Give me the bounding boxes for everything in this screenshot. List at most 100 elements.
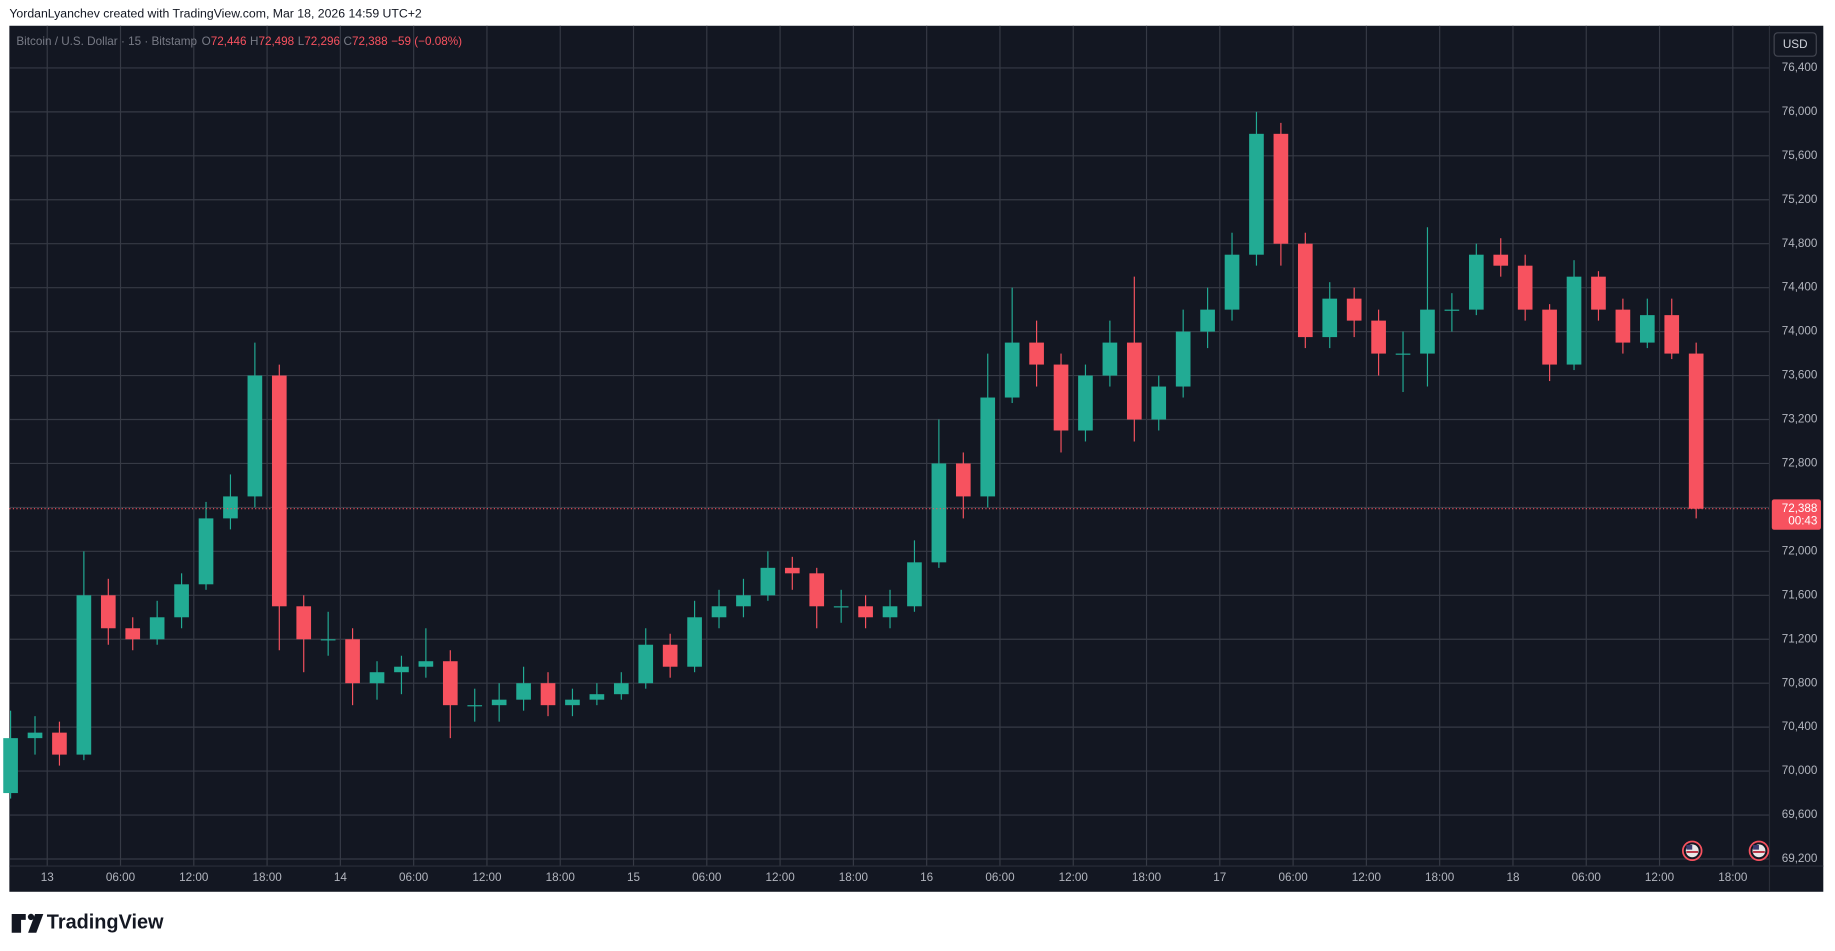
- candle-body: [1029, 342, 1044, 365]
- candle-body: [247, 375, 263, 497]
- candle-body: [1444, 309, 1460, 311]
- candle-body: [687, 617, 702, 667]
- ohlc-value: 72,296: [304, 35, 340, 48]
- candle-body: [1395, 353, 1411, 355]
- candle-body: [809, 573, 825, 607]
- candle-body: [833, 606, 849, 608]
- x-tick-label: 18:00: [1132, 871, 1162, 884]
- y-tick-label: 74,400: [1782, 281, 1818, 294]
- x-tick-label: 06:00: [1278, 871, 1308, 884]
- ohlc-label: O: [202, 35, 211, 48]
- candle-body: [1468, 254, 1484, 310]
- x-tick-label: 18:00: [1718, 871, 1748, 884]
- candle-body: [491, 699, 507, 706]
- candle-body: [1346, 298, 1362, 321]
- candle-body: [1102, 342, 1118, 376]
- currency-button[interactable]: [1773, 32, 1817, 57]
- y-tick-label: 74,800: [1782, 237, 1818, 250]
- event-flag[interactable]: [1681, 840, 1703, 862]
- candle-body: [784, 567, 800, 574]
- x-tick-label: 13: [41, 871, 54, 884]
- candle-body: [882, 606, 898, 618]
- attribution: YordanLyanchev created with TradingView.…: [9, 6, 422, 20]
- y-tick-label: 75,200: [1782, 193, 1818, 206]
- ohlc-value: 72,446: [211, 35, 247, 48]
- legend: Bitcoin / U.S. Dollar · 15 · Bitstamp O72…: [16, 35, 462, 48]
- brand-logo: [11, 913, 44, 933]
- currency-label[interactable]: USD: [1783, 38, 1808, 51]
- y-tick-label: 72,800: [1782, 457, 1818, 470]
- candle-body: [1420, 309, 1435, 354]
- y-tick-label: 69,600: [1782, 808, 1818, 821]
- candle-body: [467, 705, 483, 707]
- x-tick-label: 06:00: [106, 871, 136, 884]
- countdown: 00:43: [1788, 515, 1817, 528]
- candle-body: [1566, 276, 1582, 365]
- candle-body: [1493, 254, 1509, 266]
- candle-body: [296, 606, 312, 640]
- x-tick-label: 16: [920, 871, 933, 884]
- x-tick-label: 14: [334, 871, 348, 884]
- x-tick-label: 12:00: [1645, 871, 1675, 884]
- candle-body: [589, 694, 605, 700]
- candle-body: [1151, 386, 1167, 420]
- candle-body: [1126, 342, 1142, 420]
- event-flag[interactable]: [1748, 840, 1770, 862]
- x-tick-label: 12:00: [179, 871, 209, 884]
- x-tick-label: 12:00: [1352, 871, 1382, 884]
- candle-body: [1200, 309, 1215, 332]
- candle-body: [980, 397, 996, 497]
- candle-body: [858, 606, 873, 618]
- candle-body: [1004, 342, 1020, 398]
- candle-body: [174, 584, 189, 618]
- y-tick-label: 70,400: [1782, 720, 1818, 733]
- price-label-box: [1771, 499, 1821, 530]
- y-tick-label: 76,000: [1782, 105, 1818, 118]
- ohlc-value: 72,388: [352, 35, 388, 48]
- axes: 69,200 69,600 70,000 70,400 70,800 71,200 71,6…: [41, 61, 1821, 884]
- candle-body: [1249, 133, 1264, 255]
- candle-body: [369, 672, 385, 684]
- candle-body: [1664, 315, 1680, 354]
- candle-body: [1175, 331, 1191, 387]
- candle-body: [345, 639, 360, 684]
- candle-body: [1224, 254, 1240, 310]
- candle-body: [149, 617, 165, 640]
- x-tick-label: 18:00: [546, 871, 576, 884]
- y-tick-label: 70,000: [1782, 764, 1818, 777]
- grid: [9, 25, 1770, 867]
- y-tick-label: 75,600: [1782, 149, 1818, 162]
- candle-body: [1517, 265, 1533, 310]
- candle-body: [418, 661, 434, 667]
- x-tick-label: 12:00: [472, 871, 502, 884]
- candle-body: [613, 683, 629, 695]
- candle-body: [1639, 315, 1655, 343]
- candle-body: [198, 518, 214, 585]
- x-tick-label: 12:00: [1059, 871, 1089, 884]
- candle-body: [516, 683, 531, 700]
- y-tick-label: 72,000: [1782, 544, 1818, 557]
- candle-body: [125, 628, 141, 640]
- ohlc-value: 72,498: [258, 35, 294, 48]
- legend-title: Bitcoin / U.S. Dollar · 15 · Bitstamp: [16, 35, 197, 48]
- candle-body: [1053, 364, 1069, 431]
- candle-body: [1591, 276, 1606, 310]
- x-tick-label: 18:00: [1425, 871, 1455, 884]
- x-tick-label: 06:00: [692, 871, 722, 884]
- x-tick-label: 18:00: [252, 871, 282, 884]
- x-tick-label: 06:00: [399, 871, 429, 884]
- y-tick-label: 73,200: [1782, 413, 1818, 426]
- candle-body: [955, 463, 971, 497]
- candle-body: [540, 683, 556, 706]
- candle-body: [711, 606, 727, 618]
- x-tick-label: 06:00: [1572, 871, 1602, 884]
- price-label: 72,388: [1782, 502, 1818, 515]
- candle-body: [662, 644, 678, 667]
- candle-body: [760, 567, 776, 596]
- x-tick-label: 15: [627, 871, 641, 884]
- candle-body: [1078, 375, 1093, 431]
- y-tick-label: 69,200: [1782, 852, 1818, 865]
- candle-body: [931, 463, 947, 563]
